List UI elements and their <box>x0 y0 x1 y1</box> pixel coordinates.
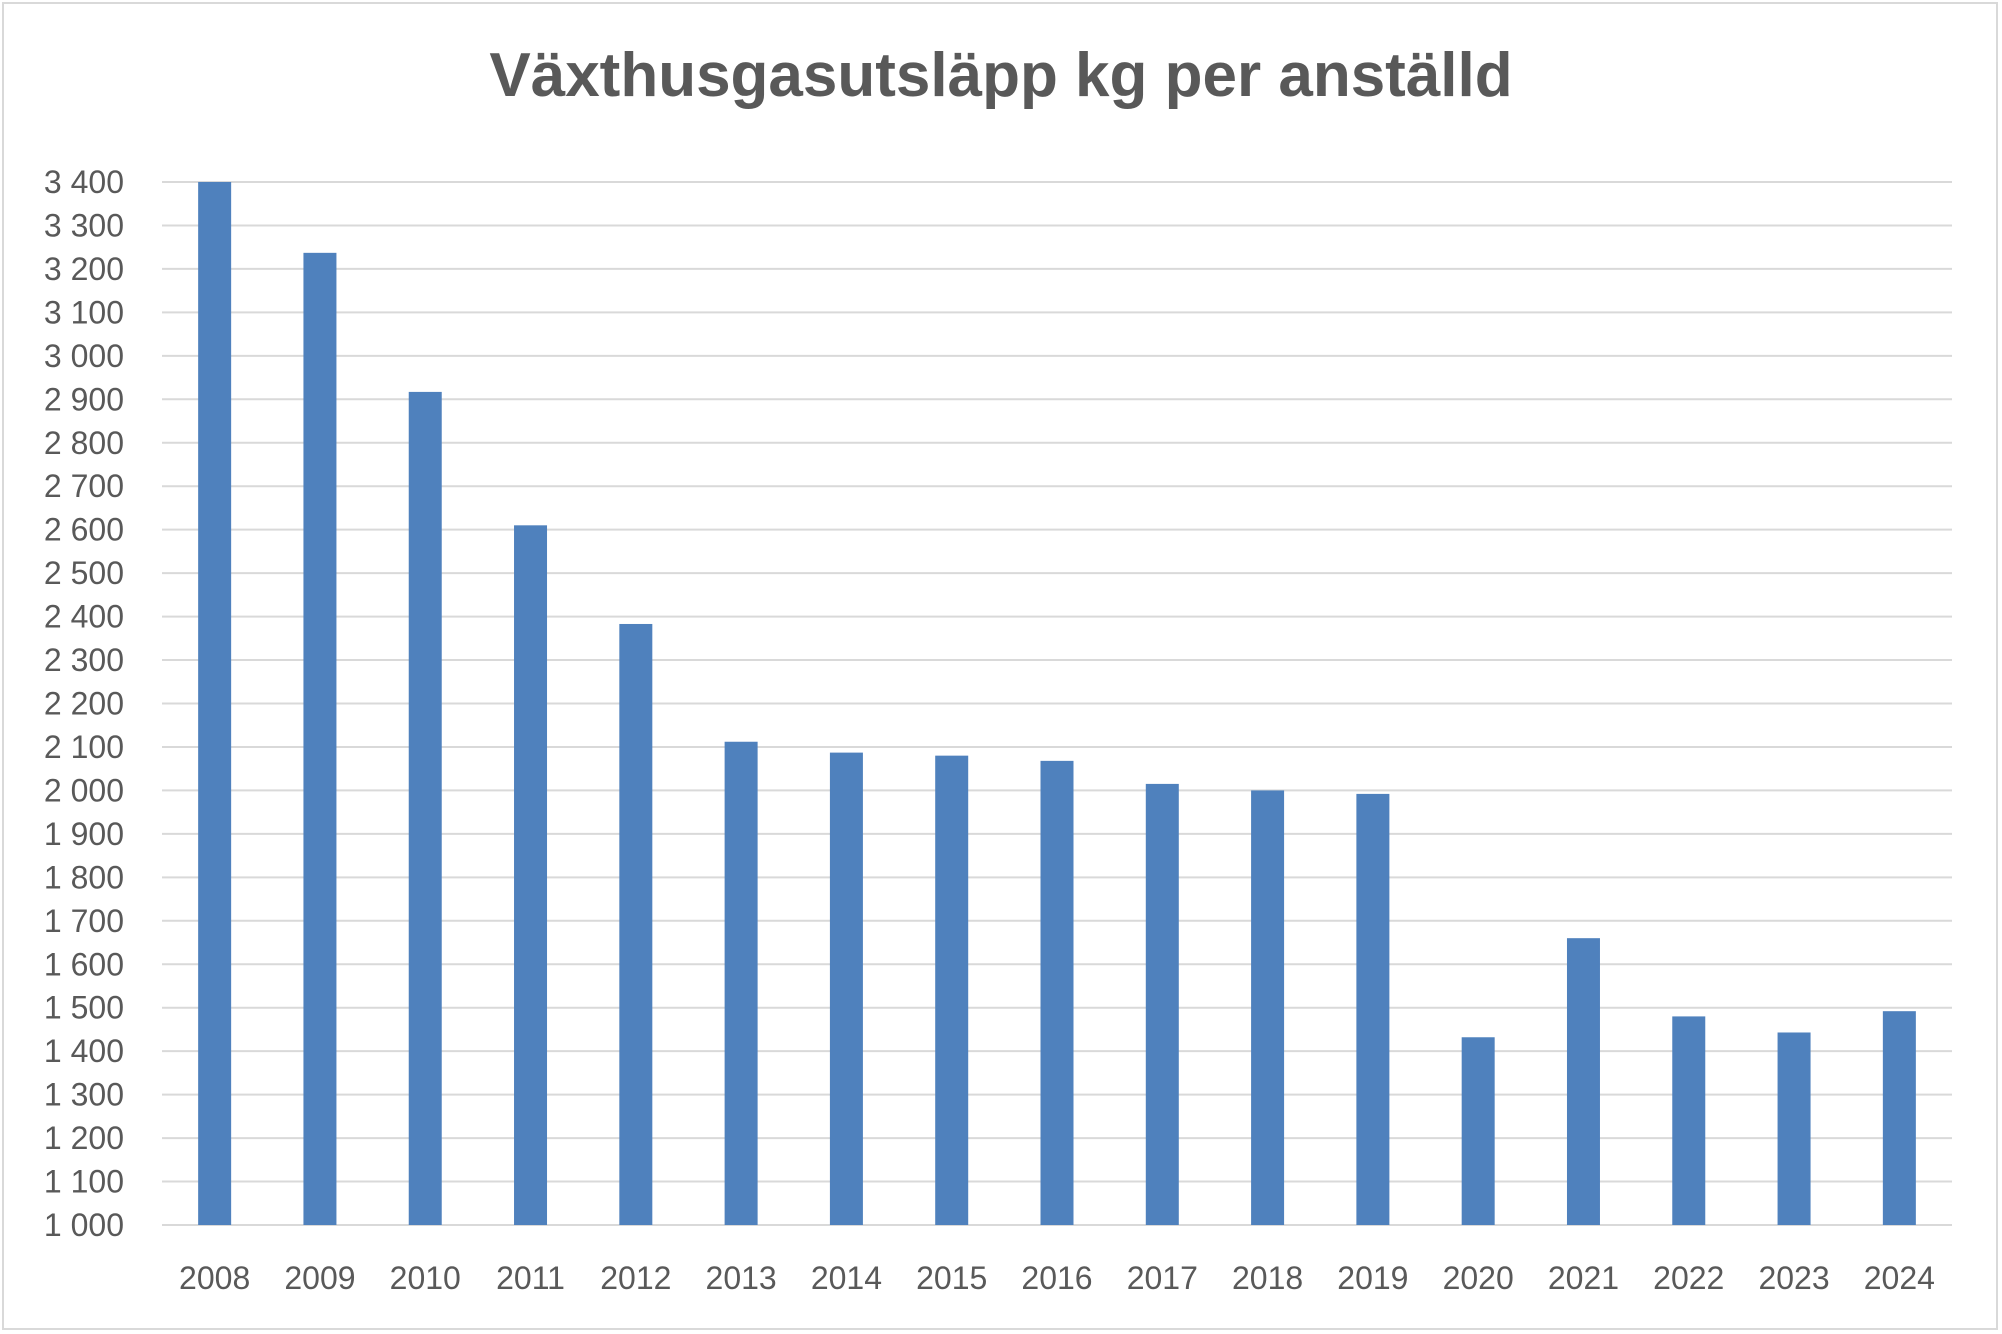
x-tick-label: 2011 <box>496 1260 565 1296</box>
y-tick-label: 1 400 <box>44 1033 124 1069</box>
y-tick-label: 3 200 <box>44 251 124 287</box>
x-tick-label: 2012 <box>600 1260 671 1296</box>
x-tick-label: 2020 <box>1443 1260 1514 1296</box>
y-tick-label: 1 700 <box>44 903 124 939</box>
x-tick-label: 2010 <box>390 1260 461 1296</box>
y-tick-label: 1 100 <box>44 1164 124 1200</box>
y-tick-label: 1 500 <box>44 990 124 1026</box>
y-tick-label: 2 500 <box>44 555 124 591</box>
x-tick-label: 2008 <box>179 1260 250 1296</box>
y-tick-label: 1 900 <box>44 816 124 852</box>
bar-2008 <box>198 182 232 1225</box>
x-tick-label: 2013 <box>706 1260 777 1296</box>
x-tick-label: 2021 <box>1548 1260 1619 1296</box>
x-tick-label: 2015 <box>916 1260 987 1296</box>
bar-2018 <box>1251 790 1285 1225</box>
y-tick-label: 3 100 <box>44 294 124 330</box>
bar-2016 <box>1040 760 1074 1225</box>
y-tick-label: 2 700 <box>44 468 124 504</box>
x-tick-label: 2019 <box>1337 1260 1408 1296</box>
bar-2015 <box>935 755 969 1225</box>
y-tick-label: 1 800 <box>44 859 124 895</box>
bar-2013 <box>724 741 758 1225</box>
x-tick-label: 2017 <box>1127 1260 1198 1296</box>
bar-2009 <box>303 252 337 1225</box>
y-tick-label: 2 600 <box>44 512 124 548</box>
bar-2020 <box>1461 1037 1495 1225</box>
bars <box>198 182 1916 1225</box>
y-tick-label: 2 400 <box>44 599 124 635</box>
chart-title: Växthusgasutsläpp kg per anställd <box>489 41 1513 110</box>
y-tick-label: 1 200 <box>44 1120 124 1156</box>
y-tick-label: 2 300 <box>44 642 124 678</box>
bar-2023 <box>1777 1032 1811 1225</box>
x-tick-label: 2014 <box>811 1260 882 1296</box>
x-tick-label: 2009 <box>284 1260 355 1296</box>
y-tick-label: 3 000 <box>44 338 124 374</box>
y-tick-label: 3 300 <box>44 207 124 243</box>
bar-2024 <box>1882 1011 1916 1225</box>
y-tick-label: 2 900 <box>44 381 124 417</box>
x-tick-label: 2024 <box>1864 1260 1935 1296</box>
y-tick-label: 2 100 <box>44 729 124 765</box>
x-tick-label: 2023 <box>1758 1260 1829 1296</box>
x-tick-label: 2016 <box>1021 1260 1092 1296</box>
bar-2011 <box>514 525 548 1225</box>
bar-2014 <box>829 752 863 1225</box>
y-tick-label: 1 000 <box>44 1207 124 1243</box>
y-tick-label: 1 300 <box>44 1077 124 1113</box>
y-tick-label: 1 600 <box>44 946 124 982</box>
x-axis-tick-labels: 2008 2009 2010 2011 2012 2013 2014 2015 2016 2017… <box>179 1260 1935 1296</box>
y-tick-label: 2 800 <box>44 425 124 461</box>
bar-2017 <box>1145 783 1179 1225</box>
bar-2021 <box>1566 938 1600 1225</box>
y-tick-label: 2 000 <box>44 772 124 808</box>
bar-2019 <box>1356 793 1390 1225</box>
bar-2022 <box>1672 1016 1706 1225</box>
y-tick-label: 2 200 <box>44 686 124 722</box>
bar-2010 <box>408 391 442 1225</box>
y-axis-tick-labels: 1 000 1 100 1 200 1 300 1 400 1 500 1 600 1 700… <box>44 164 124 1243</box>
bar-2012 <box>619 623 653 1225</box>
x-tick-label: 2018 <box>1232 1260 1303 1296</box>
x-tick-label: 2022 <box>1653 1260 1724 1296</box>
y-tick-label: 3 400 <box>44 164 124 200</box>
